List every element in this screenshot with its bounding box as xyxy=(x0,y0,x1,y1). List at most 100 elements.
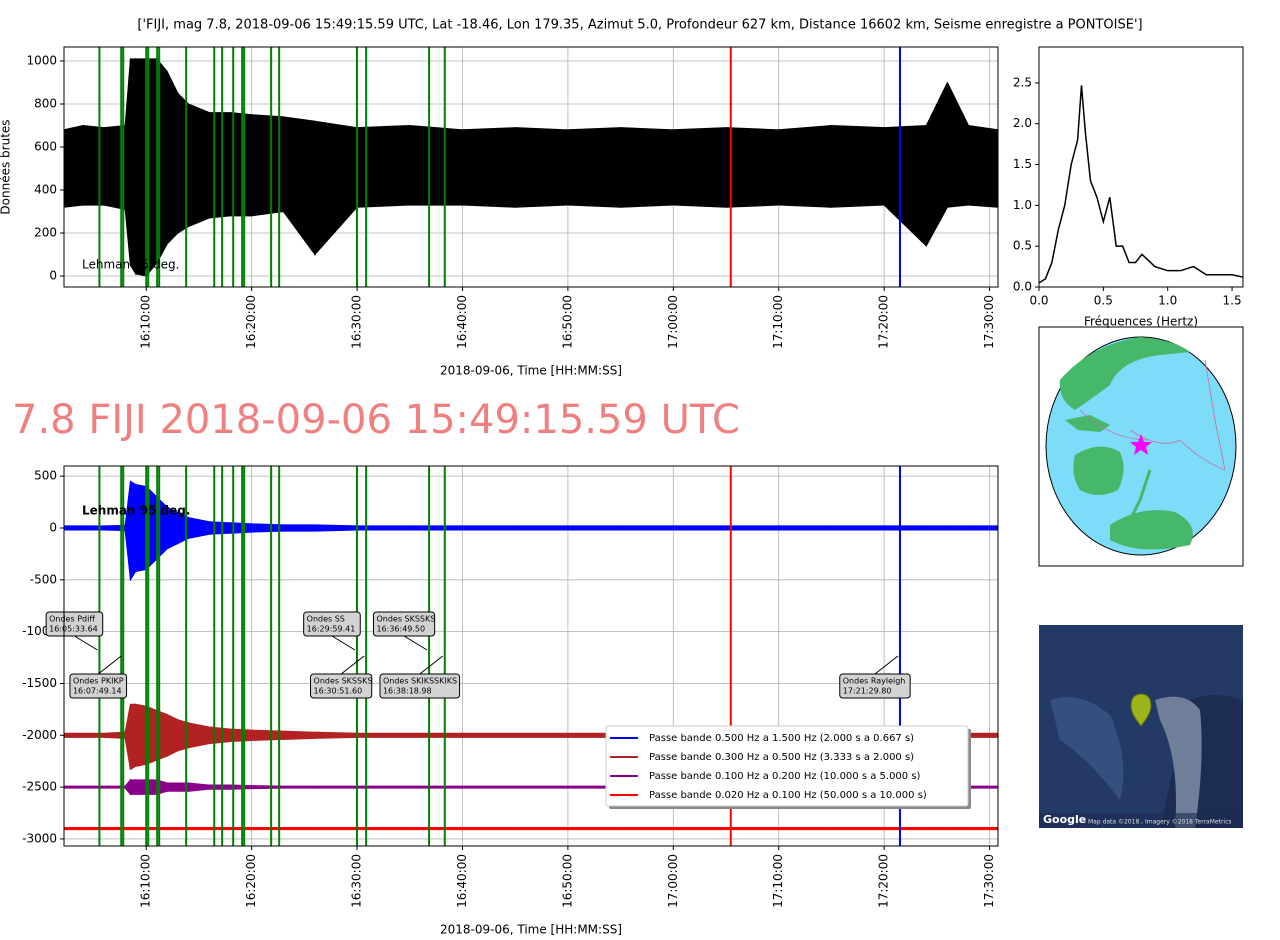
annotation: Lehman 95 deg. xyxy=(82,504,190,518)
waveform-segment xyxy=(282,785,316,789)
x-tick-label: 17:30:00 xyxy=(982,854,996,908)
waveform-segment xyxy=(567,525,622,531)
waveform-segment xyxy=(409,525,463,531)
x-tick-label: 17:00:00 xyxy=(666,854,680,908)
waveform-segment xyxy=(725,127,780,208)
waveform-segment xyxy=(946,82,969,208)
chart: 0 200 400 600 800 1000 16:10:00 16:20:00 16:30:0… xyxy=(0,46,999,378)
y-axis-label: Données brutes xyxy=(0,119,13,214)
waveform-segment xyxy=(208,521,232,535)
world-map xyxy=(1038,326,1244,567)
waveform-segment xyxy=(82,827,105,831)
legend-label: Passe bande 0.100 Hz a 0.200 Hz (10.000 … xyxy=(649,771,921,782)
x-tick-label: 17:20:00 xyxy=(877,854,891,908)
phase-label: 17:21:29.80 xyxy=(843,687,892,696)
phase-label: 16:29:59.41 xyxy=(307,625,356,634)
waveform-segment xyxy=(64,525,84,531)
waveform-segment xyxy=(129,58,137,276)
phase-arrow xyxy=(874,655,899,675)
waveform-segment xyxy=(166,71,179,245)
waveform-segment xyxy=(282,116,316,257)
waveform-segment xyxy=(620,127,674,208)
waveform-segment xyxy=(514,525,569,531)
waveform-segment xyxy=(461,525,516,531)
x-tick-label: 16:50:00 xyxy=(560,295,574,349)
x-tick-label: 16:30:00 xyxy=(350,295,364,349)
phase-arrow xyxy=(419,655,444,675)
waveform-segment xyxy=(356,732,411,738)
waveform-segment xyxy=(925,82,948,247)
y-tick-label: 800 xyxy=(34,96,57,110)
waveform-segment xyxy=(409,124,463,206)
waveform-segment xyxy=(883,827,927,831)
waveform-segment xyxy=(314,120,358,256)
waveform-segment xyxy=(135,779,147,795)
waveform-segment xyxy=(64,785,84,789)
waveform-segment xyxy=(672,525,727,531)
waveform-segment xyxy=(830,124,885,208)
phase-box xyxy=(69,673,128,699)
waveform-segment xyxy=(135,483,147,573)
waveform-segment xyxy=(124,827,131,831)
phase-box xyxy=(379,673,461,699)
y-tick-label: 400 xyxy=(34,183,57,197)
phase-box xyxy=(303,611,361,637)
waveform-segment xyxy=(672,827,727,831)
phase-label: 16:30:51.60 xyxy=(314,687,363,696)
satellite-map: Google Map data ©2018 , Imagery ©2018 Te… xyxy=(1039,625,1243,828)
waveform-segment xyxy=(208,827,232,831)
waveform-segment xyxy=(830,827,885,831)
phase-box xyxy=(45,611,104,637)
chart: -3000-2500-2000-1500-1000-500050016:10:0… xyxy=(22,465,999,937)
waveform-segment xyxy=(967,525,998,531)
waveform-segment xyxy=(514,827,569,831)
axes-frame xyxy=(1038,46,1244,288)
waveform-segment xyxy=(64,827,84,831)
waveform-segment xyxy=(461,785,516,789)
y-tick-label: 600 xyxy=(34,140,57,154)
y-tick-label: 0.0 xyxy=(1013,280,1032,294)
y-tick-label: -1500 xyxy=(22,676,57,690)
x-tick-label: 17:20:00 xyxy=(877,295,891,349)
waveform-segment xyxy=(567,827,622,831)
waveform-segment xyxy=(129,827,137,831)
waveform-segment xyxy=(925,827,948,831)
y-tick-label: 1.0 xyxy=(1013,198,1032,212)
phase-label: Ondes SKSSKS xyxy=(314,677,373,686)
waveform-segment xyxy=(461,127,516,208)
y-tick-label: 500 xyxy=(34,469,57,483)
plot-area xyxy=(1039,85,1243,284)
waveform-segment xyxy=(314,524,358,532)
waveform-segment xyxy=(356,525,411,531)
waveform-segment xyxy=(187,722,210,749)
x-tick-label: 16:40:00 xyxy=(455,295,469,349)
waveform-segment xyxy=(967,827,998,831)
waveform-segment xyxy=(187,103,210,228)
waveform-segment xyxy=(620,827,674,831)
y-tick-label: -3000 xyxy=(22,831,57,845)
phase-arrow xyxy=(97,655,122,675)
waveform-segment xyxy=(567,127,622,208)
legend-label: Passe bande 0.500 Hz a 1.500 Hz (2.000 s… xyxy=(649,733,914,744)
waveform-segment xyxy=(725,827,780,831)
phase-box xyxy=(310,673,373,699)
x-tick-label: 0.0 xyxy=(1029,294,1048,308)
phase-label: Ondes Pdiff xyxy=(49,615,95,624)
waveform-segment xyxy=(514,127,569,208)
y-tick-label: 2.5 xyxy=(1013,75,1032,89)
y-tick-label: -2000 xyxy=(22,728,57,742)
waveform-segment xyxy=(187,782,210,792)
x-tick-label: 17:00:00 xyxy=(666,295,680,349)
x-axis-label: Fréquences (Hertz) xyxy=(1084,315,1198,329)
phase-label: 16:38:18.98 xyxy=(383,687,432,696)
waveform-segment xyxy=(461,827,516,831)
x-tick-label: 17:30:00 xyxy=(982,295,996,349)
waveform-segment xyxy=(124,704,131,770)
waveform-segment xyxy=(282,524,316,532)
waveform-segment xyxy=(82,124,105,206)
y-tick-label: 1.5 xyxy=(1013,157,1032,171)
x-tick-label: 1.5 xyxy=(1223,294,1242,308)
y-tick-label: 200 xyxy=(34,226,57,240)
